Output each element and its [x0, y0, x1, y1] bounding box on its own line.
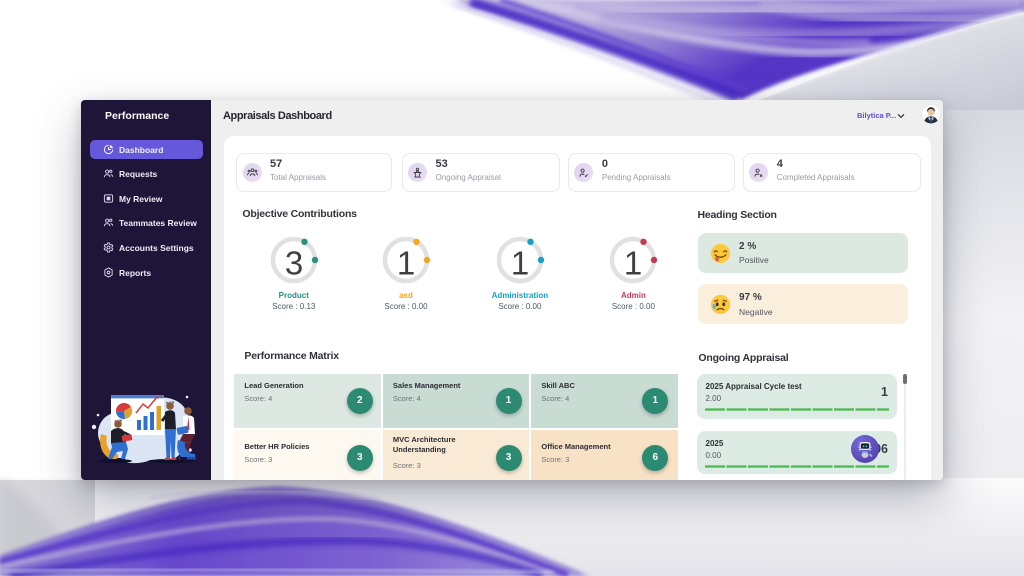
svg-text:1: 1	[624, 244, 642, 281]
svg-text:1: 1	[397, 244, 415, 281]
svg-text:1: 1	[511, 244, 529, 281]
svg-text:3: 3	[285, 244, 303, 281]
